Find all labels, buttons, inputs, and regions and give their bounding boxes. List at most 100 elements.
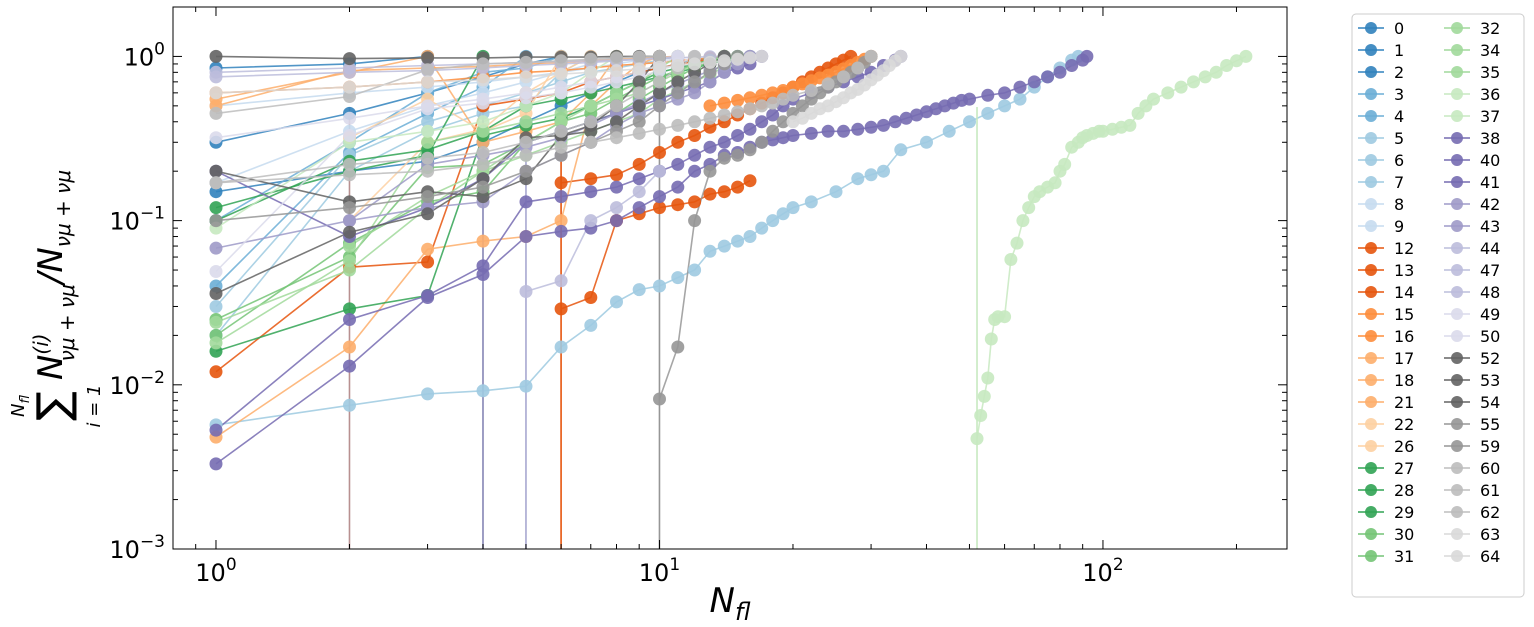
legend-marker (1451, 198, 1463, 210)
legend-label: 30 (1394, 525, 1414, 544)
legend-item-60: 60 (1444, 459, 1500, 478)
point-43-11 (703, 75, 717, 89)
point-62-5 (554, 124, 568, 138)
point-36-27 (1123, 118, 1137, 132)
point-61-17 (766, 96, 780, 110)
point-36-11 (1022, 201, 1036, 215)
legend-item-47: 47 (1444, 261, 1500, 280)
y-tick-label: 10−2 (109, 368, 165, 400)
legend-marker (1365, 110, 1377, 122)
legend-marker (1451, 286, 1463, 298)
legend-marker (1365, 506, 1377, 518)
y-label-num-sup: (i) (29, 333, 53, 354)
point-17-2 (421, 242, 435, 256)
point-36-30 (1147, 92, 1160, 106)
legend-item-63: 63 (1444, 525, 1500, 544)
legend-item-28: 28 (1358, 481, 1414, 500)
point-62-8 (632, 86, 646, 100)
point-55-0 (653, 392, 666, 406)
point-38-38 (1027, 75, 1041, 89)
point-64-4 (519, 70, 533, 84)
point-5-15 (743, 230, 757, 243)
point-5-21 (829, 185, 843, 199)
point-36-4 (984, 332, 998, 346)
point-61-1 (343, 168, 356, 182)
point-47-1 (554, 274, 568, 288)
legend-label: 31 (1394, 547, 1414, 566)
point-36-17 (1058, 157, 1072, 171)
point-36-38 (1239, 49, 1253, 63)
point-15-5 (766, 86, 780, 100)
point-15-0 (703, 99, 717, 113)
legend-label: 53 (1480, 371, 1500, 390)
series-line-21 (215, 55, 618, 144)
point-40-11 (688, 148, 702, 162)
point-55-5 (731, 148, 745, 162)
point-5-18 (776, 207, 790, 221)
point-48-0 (209, 70, 223, 84)
y-tick-label: 100 (124, 39, 165, 71)
y-label-num: N (31, 355, 71, 380)
point-5-12 (703, 244, 717, 258)
point-52-0 (209, 287, 223, 300)
point-38-10 (671, 180, 685, 194)
point-38-9 (653, 190, 666, 204)
point-40-3 (476, 259, 490, 273)
legend-item-36: 36 (1444, 85, 1500, 104)
point-40-10 (671, 157, 685, 171)
plot-frame (172, 6, 1288, 550)
point-64-10 (671, 59, 685, 72)
legend-item-21: 21 (1358, 393, 1414, 412)
legend-label: 52 (1480, 349, 1500, 368)
point-5-25 (894, 143, 908, 157)
legend-marker (1365, 418, 1377, 430)
point-12-5 (671, 198, 685, 212)
legend-item-16: 16 (1358, 327, 1414, 346)
point-55-4 (717, 151, 731, 165)
point-61-15 (743, 102, 757, 116)
point-59-8 (632, 115, 646, 129)
point-60-0 (209, 106, 223, 120)
point-12-4 (653, 201, 666, 215)
legend-label: 15 (1394, 305, 1414, 324)
series-points (209, 49, 1253, 471)
legend-label: 7 (1394, 173, 1404, 192)
legend-item-52: 52 (1444, 349, 1500, 368)
point-59-9 (653, 99, 666, 113)
legend-label: 5 (1394, 129, 1404, 148)
legend-marker (1365, 88, 1377, 100)
legend-item-27: 27 (1358, 459, 1414, 478)
point-40-13 (717, 135, 731, 149)
y-tick-label: 10−1 (109, 204, 165, 236)
legend-marker (1365, 198, 1377, 210)
legend-item-49: 49 (1444, 305, 1500, 324)
y-tick-label: 10−3 (109, 532, 165, 564)
point-15-2 (731, 93, 745, 107)
x-tick-label: 101 (639, 555, 680, 587)
point-5-4 (519, 379, 533, 393)
legend-marker (1451, 176, 1463, 188)
legend-marker (1365, 44, 1377, 56)
point-49-1 (343, 111, 356, 125)
legend-label: 14 (1394, 283, 1414, 302)
point-17-5 (554, 214, 568, 228)
legend-label: 55 (1480, 415, 1500, 434)
point-5-6 (584, 318, 598, 332)
legend-label: 48 (1480, 283, 1500, 302)
point-5-7 (610, 295, 623, 309)
point-53-0 (209, 164, 223, 178)
legend-item-22: 22 (1358, 415, 1414, 434)
point-40-16 (755, 115, 769, 129)
point-36-3 (981, 371, 995, 385)
point-64-16 (755, 49, 769, 63)
legend-marker (1451, 308, 1463, 320)
legend-marker (1451, 352, 1463, 364)
point-40-15 (743, 122, 757, 136)
point-13-5 (671, 135, 685, 149)
legend-marker (1365, 220, 1377, 232)
point-17-1 (343, 340, 356, 354)
point-34-0 (209, 336, 223, 350)
point-38-21 (821, 124, 835, 138)
legend-item-6: 6 (1358, 151, 1404, 170)
point-40-2 (421, 289, 435, 302)
